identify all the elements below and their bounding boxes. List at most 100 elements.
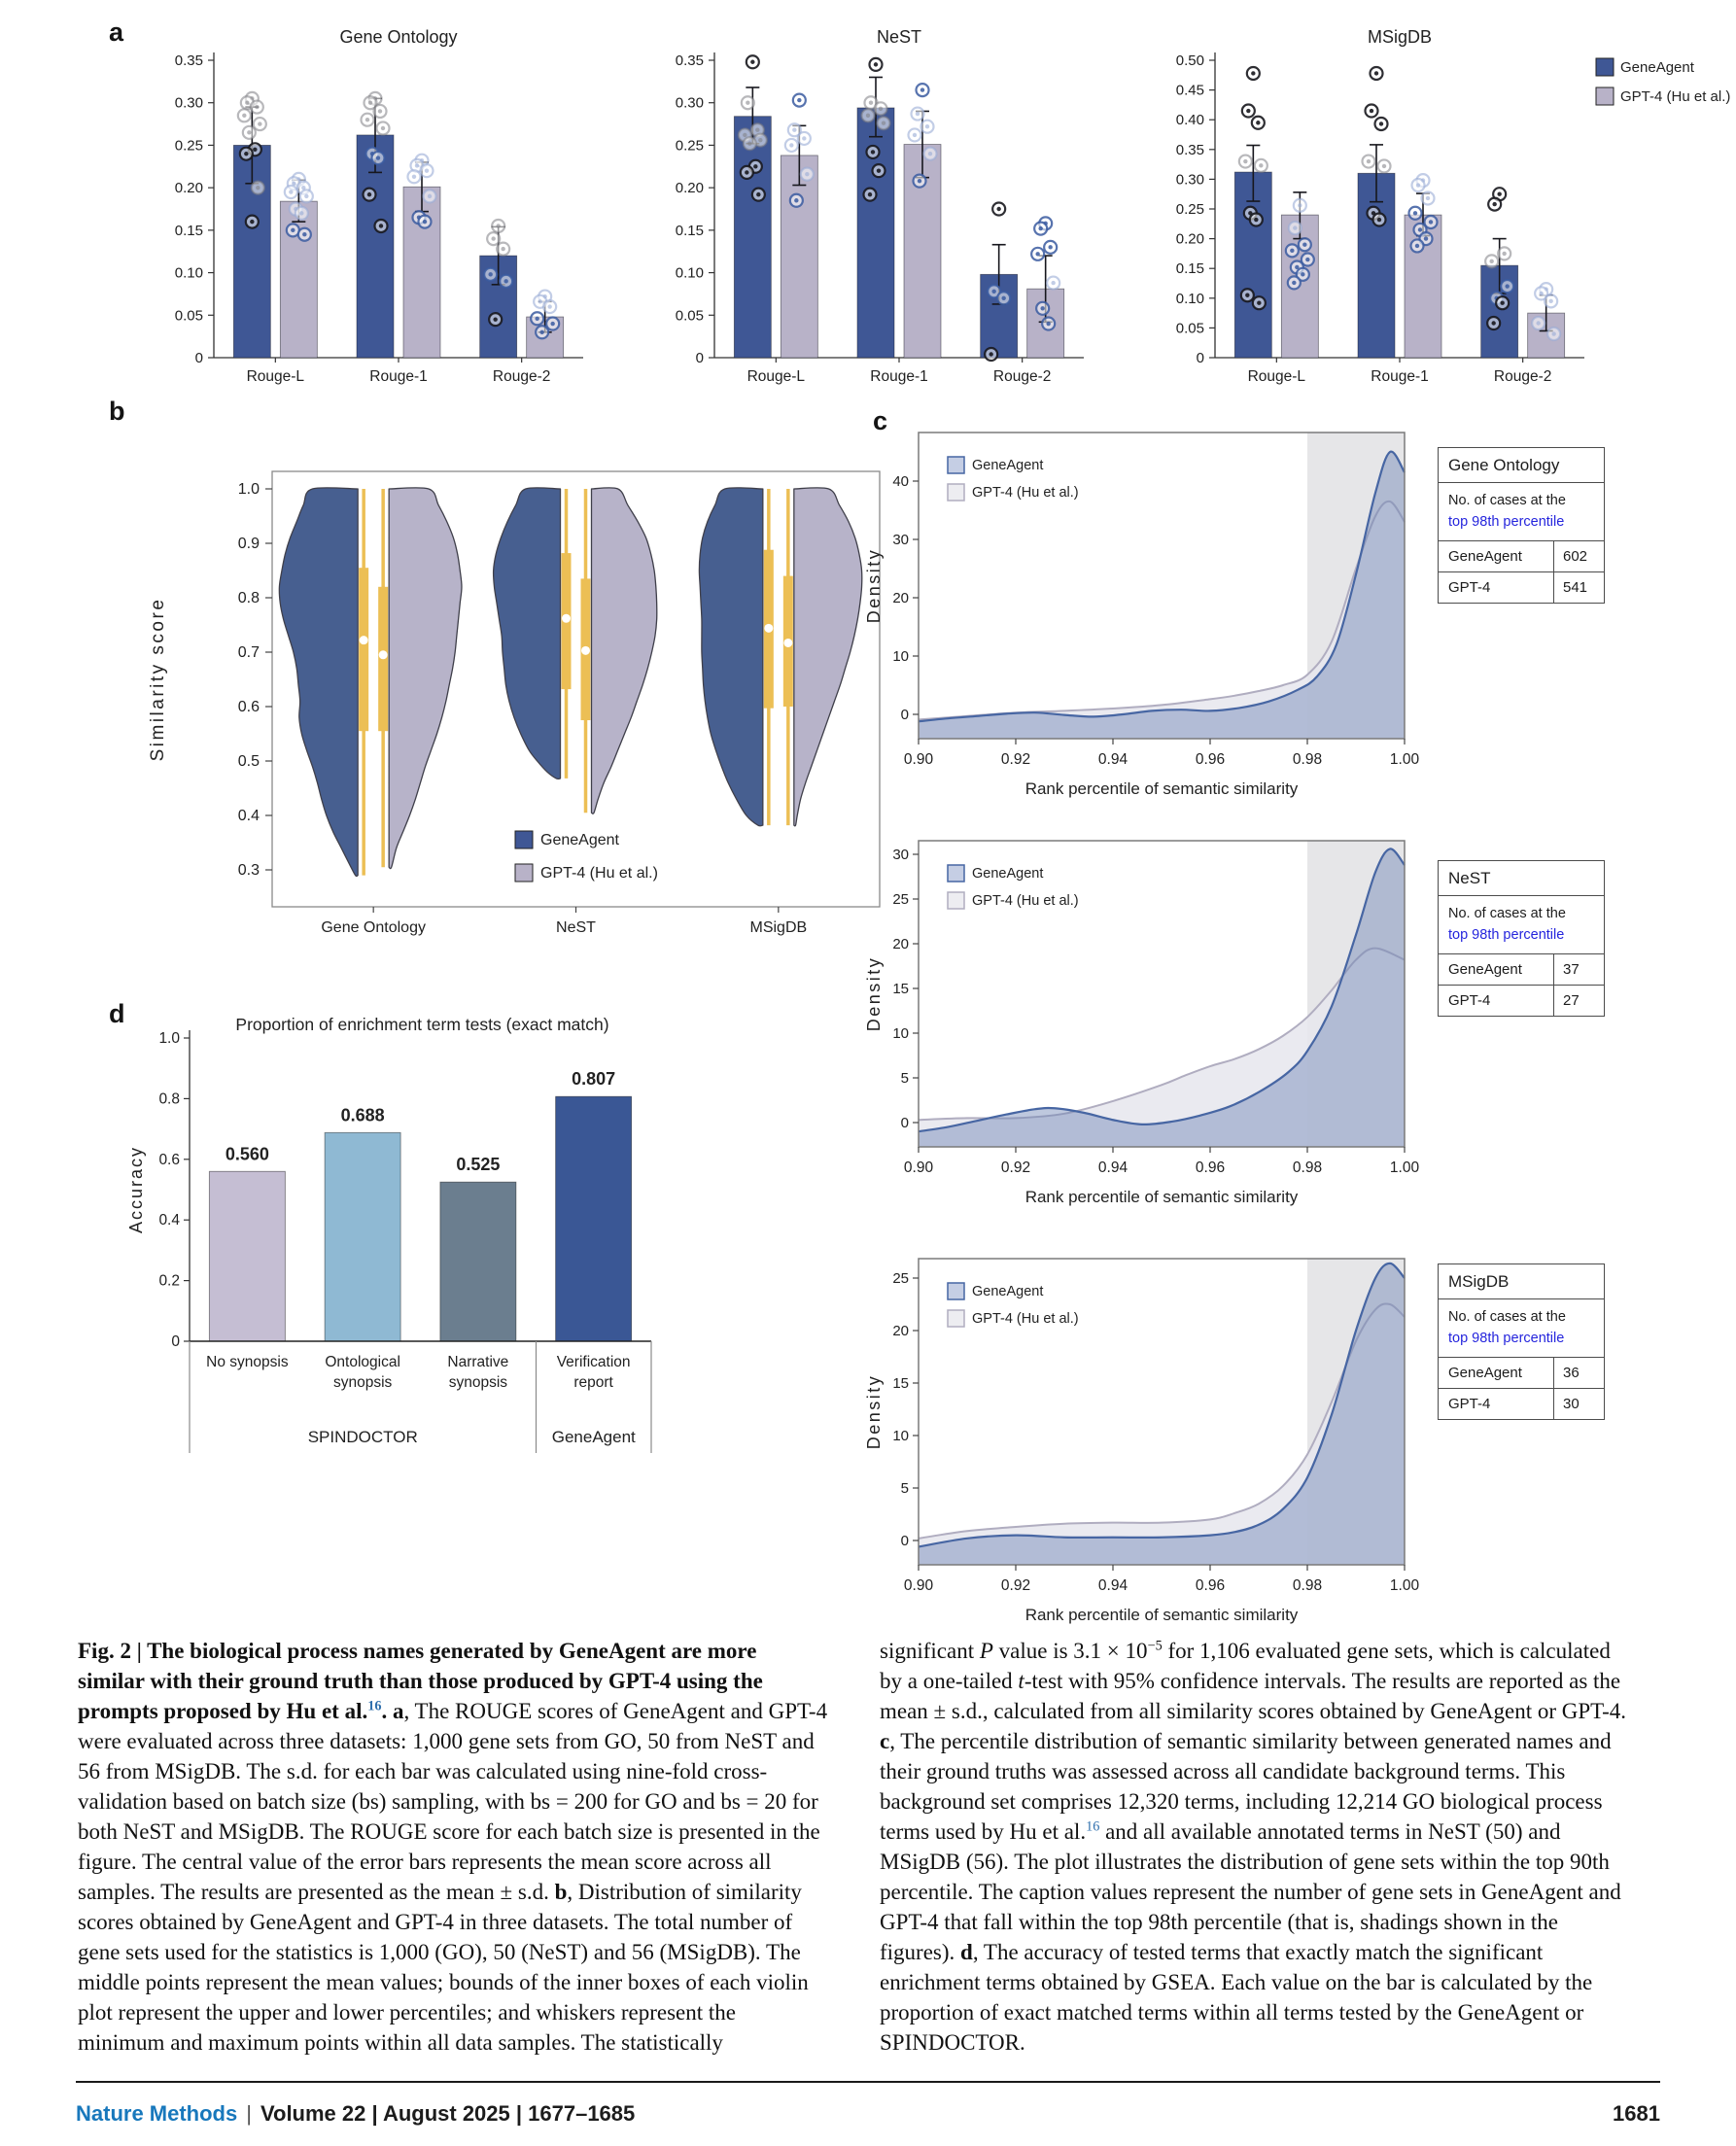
table-row: GPT-4 27 bbox=[1439, 985, 1604, 1016]
density-fill-geneagent bbox=[919, 451, 1405, 739]
density-line-geneagent bbox=[918, 450, 1406, 723]
table-row: GPT-4 541 bbox=[1439, 571, 1604, 603]
svg-text:0.35: 0.35 bbox=[1176, 142, 1204, 158]
violin-geneagent-Gene Ontology bbox=[278, 487, 359, 878]
caption-segment: t bbox=[1018, 1669, 1024, 1693]
svg-text:MSigDB: MSigDB bbox=[749, 919, 807, 936]
svg-text:Ontological: Ontological bbox=[325, 1354, 400, 1370]
svg-text:0.50: 0.50 bbox=[1176, 52, 1204, 69]
svg-text:0.30: 0.30 bbox=[1176, 171, 1204, 188]
svg-text:1.0: 1.0 bbox=[238, 481, 260, 498]
caption-segment: , The percentile distribution of semanti… bbox=[880, 1729, 1612, 1844]
percentile-table-gene-ontology: Gene Ontology No. of cases at the top 98th… bbox=[1438, 447, 1605, 604]
svg-text:0.4: 0.4 bbox=[238, 808, 260, 824]
violin-geneagent-NeST bbox=[492, 487, 562, 780]
svg-text:0.45: 0.45 bbox=[1176, 83, 1204, 99]
svg-text:0.96: 0.96 bbox=[1196, 1577, 1225, 1594]
enrichment-accuracy-chart: Proportion of enrichment term tests (exa… bbox=[126, 1011, 671, 1468]
svg-text:GPT-4 (Hu et al.): GPT-4 (Hu et al.) bbox=[972, 1311, 1079, 1327]
svg-text:0.6: 0.6 bbox=[158, 1152, 180, 1168]
svg-text:10: 10 bbox=[892, 1025, 909, 1042]
panel-c-label: c bbox=[873, 406, 888, 435]
violin-plot: 0.3 0.4 0.5 0.6 0.7 0.8 0.9 1.0 Similarity score… bbox=[148, 470, 881, 936]
svg-text:0.15: 0.15 bbox=[175, 223, 203, 239]
bar-gpt4-Rouge-L bbox=[780, 155, 818, 359]
density-plot: 0 10 20 30 40 0.90 0.92 0.94 0.96 0.98 1.00 Density… bbox=[864, 432, 1420, 798]
violin-geneagent-MSigDB bbox=[698, 487, 764, 827]
page-number: 1681 bbox=[1613, 2101, 1660, 2126]
panel-b-label: b bbox=[109, 397, 125, 426]
bar-geneagent-Rouge-L bbox=[1233, 171, 1272, 359]
journal-name: Nature Methods bbox=[76, 2101, 238, 2126]
bar-Verification-report bbox=[555, 1095, 633, 1342]
svg-text:15: 15 bbox=[892, 981, 909, 997]
svg-text:GPT-4 (Hu et al.): GPT-4 (Hu et al.) bbox=[972, 893, 1079, 909]
caption-segment: b bbox=[554, 1880, 568, 1904]
svg-text:synopsis: synopsis bbox=[333, 1374, 393, 1391]
panel-d-label: d bbox=[109, 999, 125, 1028]
figure-caption-right-column: significant P value is 3.1 × 10−5 for 1,… bbox=[880, 1636, 1630, 2058]
svg-text:30: 30 bbox=[892, 847, 909, 863]
density-fill-gpt4 bbox=[919, 948, 1405, 1147]
svg-text:15: 15 bbox=[892, 1375, 909, 1392]
caption-segment: value is 3.1 × 10 bbox=[992, 1639, 1148, 1663]
panel-a-label: a bbox=[109, 17, 124, 47]
svg-text:NeST: NeST bbox=[556, 919, 596, 936]
svg-text:Gene Ontology: Gene Ontology bbox=[339, 27, 457, 47]
violin-gpt4-MSigDB bbox=[793, 487, 863, 827]
svg-text:0.10: 0.10 bbox=[676, 265, 704, 282]
svg-text:0.807: 0.807 bbox=[572, 1069, 615, 1089]
svg-text:20: 20 bbox=[892, 1323, 909, 1339]
violin-gpt4-NeST bbox=[590, 487, 658, 814]
svg-text:GPT-4 (Hu et al.): GPT-4 (Hu et al.) bbox=[972, 485, 1079, 501]
table-title: NeST bbox=[1439, 861, 1604, 896]
svg-text:Proportion of enrichment term: Proportion of enrichment term tests (exa… bbox=[235, 1015, 608, 1034]
svg-text:0.98: 0.98 bbox=[1293, 1577, 1322, 1594]
bar-geneagent-Rouge-L bbox=[733, 116, 772, 359]
footer-rule bbox=[76, 2081, 1660, 2083]
footer: Nature Methods | Volume 22 | August 2025 |… bbox=[76, 2101, 1660, 2127]
table-row: GeneAgent 36 bbox=[1439, 1357, 1604, 1389]
svg-text:0.92: 0.92 bbox=[1001, 751, 1030, 768]
svg-text:0.30: 0.30 bbox=[175, 95, 203, 112]
svg-text:0.05: 0.05 bbox=[1176, 320, 1204, 336]
svg-text:Rouge-2: Rouge-2 bbox=[493, 368, 550, 385]
caption-segment: Fig. 2 | The biological process names ge… bbox=[78, 1639, 763, 1723]
footer-separator: | bbox=[246, 2101, 252, 2126]
svg-text:1.00: 1.00 bbox=[1390, 751, 1420, 768]
svg-text:Density: Density bbox=[864, 956, 884, 1032]
svg-text:0: 0 bbox=[1197, 350, 1204, 366]
svg-text:0.05: 0.05 bbox=[175, 307, 203, 324]
svg-text:Rank percentile of semantic si: Rank percentile of semantic similarity bbox=[1025, 779, 1299, 798]
table-title: Gene Ontology bbox=[1439, 448, 1604, 483]
svg-text:5: 5 bbox=[901, 1480, 909, 1497]
svg-text:0.25: 0.25 bbox=[175, 137, 203, 154]
density-chart-msigdb: 0 5 10 15 20 25 0.90 0.92 0.94 0.96 0.98 1.00 Densit… bbox=[864, 1244, 1448, 1633]
svg-text:0.525: 0.525 bbox=[456, 1155, 500, 1174]
density-chart-nest: 0 5 10 15 20 25 30 0.90 0.92 0.94 0.96 0.98 1.00 Dens… bbox=[864, 826, 1448, 1215]
svg-text:0.688: 0.688 bbox=[341, 1105, 385, 1125]
bar-Ontological-synopsis bbox=[324, 1131, 401, 1342]
figure-caption-left-column: Fig. 2 | The biological process names ge… bbox=[78, 1636, 828, 2058]
svg-text:0.20: 0.20 bbox=[676, 180, 704, 196]
svg-text:0.94: 0.94 bbox=[1098, 751, 1128, 768]
svg-text:report: report bbox=[573, 1374, 613, 1391]
svg-text:0: 0 bbox=[901, 1115, 909, 1131]
caption-segment: . bbox=[381, 1699, 393, 1723]
caption-segment: P bbox=[979, 1639, 993, 1663]
density-line-geneagent bbox=[918, 1262, 1406, 1548]
svg-text:GeneAgent: GeneAgent bbox=[972, 458, 1043, 473]
svg-text:Rank percentile of semantic si: Rank percentile of semantic similarity bbox=[1025, 1188, 1299, 1206]
bar-Narrative-synopsis bbox=[439, 1181, 517, 1342]
svg-text:0: 0 bbox=[901, 1533, 909, 1549]
rouge-bar-chart: Gene Ontology 0 0.05 0.10 0.15 0.20 0.25 0.30 0.… bbox=[175, 27, 583, 385]
svg-text:10: 10 bbox=[892, 648, 909, 665]
svg-text:0.25: 0.25 bbox=[676, 137, 704, 154]
density-plot: 0 5 10 15 20 25 30 0.90 0.92 0.94 0.96 0.98 1.00 Dens… bbox=[864, 840, 1419, 1206]
svg-text:0: 0 bbox=[901, 707, 909, 723]
percentile-table-msigdb: MSigDB No. of cases at the top 98th percen… bbox=[1438, 1263, 1605, 1420]
svg-text:0.90: 0.90 bbox=[904, 1160, 934, 1176]
footer-meta: Volume 22 | August 2025 | 1677–1685 bbox=[260, 2101, 636, 2126]
svg-text:GeneAgent: GeneAgent bbox=[972, 866, 1043, 882]
